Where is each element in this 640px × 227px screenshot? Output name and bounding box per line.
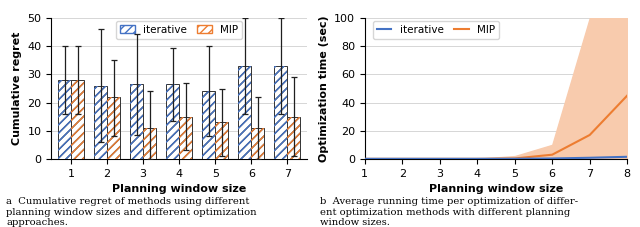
Bar: [202, 91, 215, 159]
Bar: [179, 117, 192, 159]
Bar: [202, 91, 215, 159]
Bar: [215, 122, 228, 159]
X-axis label: Planning window size: Planning window size: [112, 184, 246, 194]
Bar: [238, 66, 252, 159]
Bar: [275, 66, 287, 159]
Bar: [287, 117, 300, 159]
Bar: [166, 84, 179, 159]
Bar: [252, 128, 264, 159]
Y-axis label: Optimization time (sec): Optimization time (sec): [319, 15, 328, 162]
Bar: [143, 128, 156, 159]
MIP: [474, 158, 481, 160]
Bar: [287, 117, 300, 159]
iterative: [548, 157, 556, 160]
Bar: [58, 80, 71, 159]
Bar: [71, 80, 84, 159]
Text: b  Average running time per optimization of differ-
ent optimization methods wit: b Average running time per optimization …: [320, 197, 578, 227]
iterative: [474, 158, 481, 160]
Bar: [252, 128, 264, 159]
Bar: [130, 84, 143, 159]
Y-axis label: Cumulative regret: Cumulative regret: [12, 32, 22, 145]
iterative: [623, 155, 631, 158]
MIP: [586, 134, 593, 136]
iterative: [399, 158, 406, 160]
iterative: [361, 158, 369, 160]
Line: MIP: MIP: [365, 96, 627, 159]
Text: a  Cumulative regret of methods using different
planning window sizes and differ: a Cumulative regret of methods using dif…: [6, 197, 257, 227]
Bar: [107, 97, 120, 159]
Bar: [215, 122, 228, 159]
MIP: [511, 157, 518, 160]
Bar: [58, 80, 71, 159]
iterative: [511, 157, 518, 160]
X-axis label: Planning window size: Planning window size: [429, 184, 563, 194]
MIP: [623, 94, 631, 97]
Bar: [166, 84, 179, 159]
Bar: [71, 80, 84, 159]
Bar: [94, 86, 107, 159]
Bar: [94, 86, 107, 159]
MIP: [548, 153, 556, 156]
Bar: [143, 128, 156, 159]
Bar: [179, 117, 192, 159]
MIP: [361, 158, 369, 160]
Legend: iterative, MIP: iterative, MIP: [116, 21, 243, 39]
Bar: [275, 66, 287, 159]
Bar: [130, 84, 143, 159]
iterative: [436, 158, 444, 160]
MIP: [436, 158, 444, 160]
Legend: iterative, MIP: iterative, MIP: [372, 21, 499, 39]
iterative: [586, 156, 593, 159]
Bar: [238, 66, 252, 159]
Line: iterative: iterative: [365, 157, 627, 159]
Bar: [107, 97, 120, 159]
MIP: [399, 158, 406, 160]
